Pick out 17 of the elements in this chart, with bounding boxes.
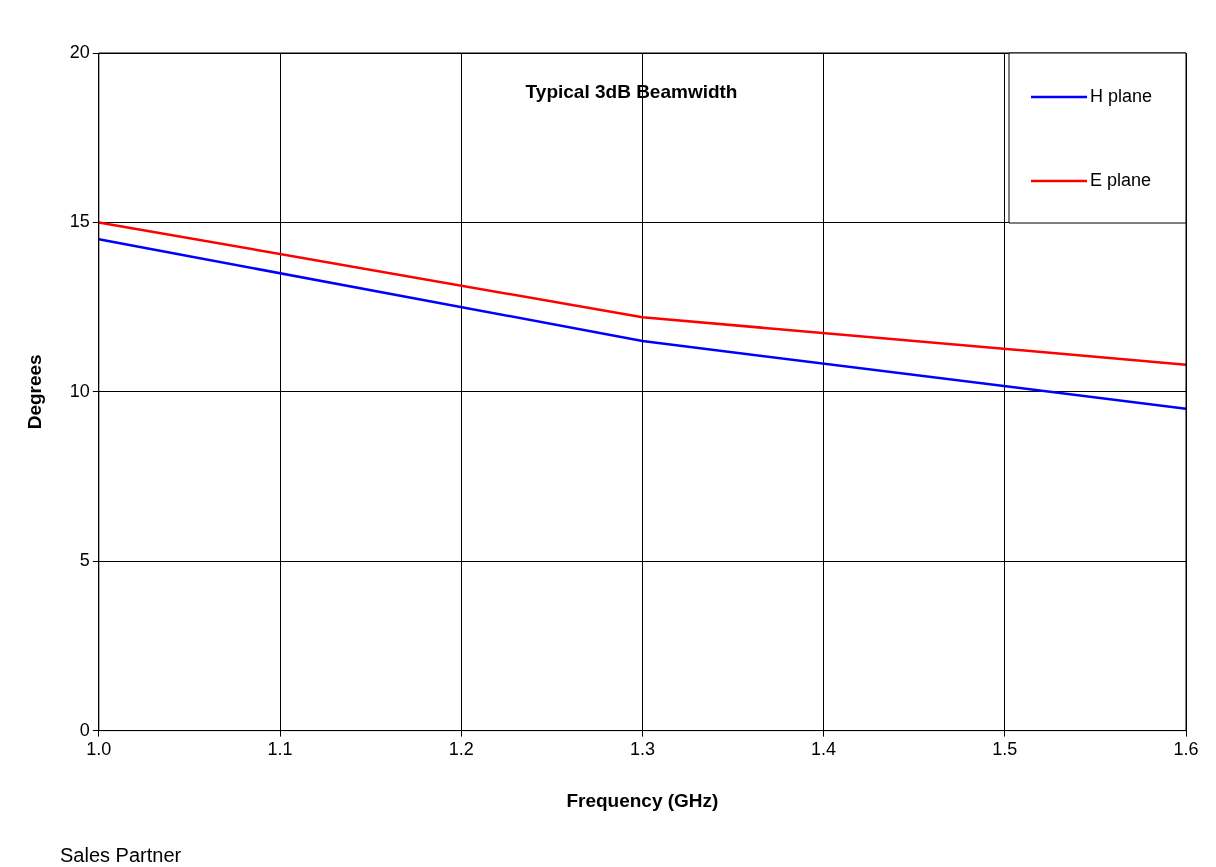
x-tick-label: 1.3	[629, 739, 655, 760]
x-tick-label: 1.1	[267, 739, 293, 760]
y-tick-label: 0	[79, 719, 90, 740]
text: Sales Partner	[60, 844, 182, 867]
y-axis-title: Degrees	[23, 354, 45, 430]
y-tick-label: 5	[79, 550, 90, 571]
x-tick-label: 1.0	[86, 739, 112, 760]
legend-label: H plane	[1090, 85, 1153, 106]
x-axis-title: Frequency (GHz)	[566, 789, 719, 811]
x-tick-label: 1.2	[448, 739, 474, 760]
legend-label: E plane	[1090, 169, 1152, 190]
y-tick-label: 10	[69, 380, 90, 401]
y-tick-label: 20	[69, 41, 90, 62]
y-tick-label: 15	[69, 211, 90, 232]
x-tick-label: 1.6	[1173, 739, 1199, 760]
x-tick-label: 1.4	[811, 739, 837, 760]
x-tick-label: 1.5	[992, 739, 1018, 760]
